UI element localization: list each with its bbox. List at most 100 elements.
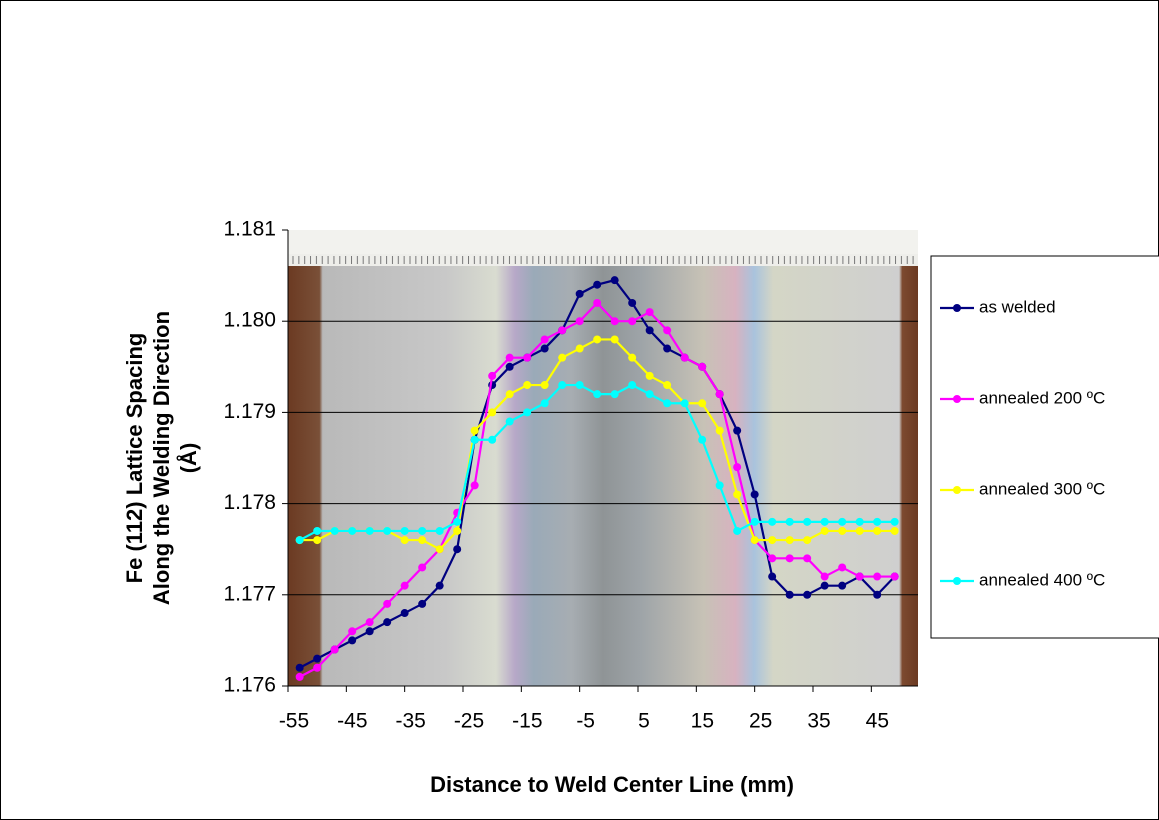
x-tick-label: 25 xyxy=(749,710,772,733)
data-point xyxy=(680,353,689,362)
data-point xyxy=(330,526,339,535)
data-point xyxy=(383,526,392,535)
data-point xyxy=(628,381,637,390)
data-point xyxy=(313,663,322,672)
data-point xyxy=(418,536,427,545)
data-point xyxy=(400,536,409,545)
data-point xyxy=(733,490,742,499)
data-point xyxy=(540,344,549,353)
data-point xyxy=(803,554,812,563)
data-point xyxy=(488,408,497,417)
data-point xyxy=(820,572,829,581)
data-point xyxy=(383,618,392,627)
data-point xyxy=(505,353,514,362)
data-point xyxy=(505,390,514,399)
data-point xyxy=(575,381,584,390)
data-point xyxy=(715,390,724,399)
data-point xyxy=(698,435,707,444)
data-point xyxy=(330,645,339,654)
data-point xyxy=(575,289,584,298)
grid xyxy=(288,320,918,596)
data-point xyxy=(855,526,864,535)
data-point xyxy=(540,335,549,344)
y-tick-label: 1.179 xyxy=(223,400,276,423)
y-tick-label: 1.177 xyxy=(223,582,276,605)
data-point xyxy=(470,426,479,435)
data-point xyxy=(698,362,707,371)
y-tick-label: 1.178 xyxy=(223,491,276,514)
data-point xyxy=(733,526,742,535)
data-point xyxy=(628,317,637,326)
data-point xyxy=(820,581,829,590)
data-point xyxy=(733,463,742,472)
data-point xyxy=(365,526,374,535)
data-point xyxy=(890,517,899,526)
data-point xyxy=(383,599,392,608)
data-point xyxy=(348,627,357,636)
data-point xyxy=(400,581,409,590)
data-point xyxy=(715,426,724,435)
y-axis-title: (Å) xyxy=(175,443,201,474)
data-point xyxy=(610,335,619,344)
y-axis-title: Along the Welding Direction xyxy=(149,311,174,605)
data-point xyxy=(750,536,759,545)
data-point xyxy=(523,408,532,417)
legend-label: annealed 200 ºC xyxy=(979,388,1105,407)
data-point xyxy=(768,517,777,526)
x-tick-label: -5 xyxy=(576,710,595,733)
x-axis-title: Distance to Weld Center Line (mm) xyxy=(430,772,794,797)
data-point xyxy=(768,536,777,545)
data-point xyxy=(418,599,427,608)
data-point xyxy=(785,536,794,545)
data-point xyxy=(645,390,654,399)
data-point xyxy=(295,536,304,545)
data-point xyxy=(785,554,794,563)
data-point xyxy=(610,317,619,326)
x-tick-label: -55 xyxy=(279,710,309,733)
data-point xyxy=(400,526,409,535)
data-point xyxy=(540,381,549,390)
data-point xyxy=(488,435,497,444)
data-point xyxy=(750,490,759,499)
data-point xyxy=(803,590,812,599)
data-point xyxy=(418,563,427,572)
y-axis-title: Fe (112) Lattice Spacing xyxy=(122,333,147,584)
data-point xyxy=(855,572,864,581)
data-point xyxy=(645,308,654,317)
x-tick-label: -45 xyxy=(337,710,367,733)
data-point xyxy=(348,526,357,535)
data-point xyxy=(873,526,882,535)
data-point xyxy=(453,526,462,535)
x-tick-label: 35 xyxy=(807,710,830,733)
legend-marker xyxy=(953,577,961,585)
data-point xyxy=(435,545,444,554)
x-tick-label: 15 xyxy=(691,710,714,733)
data-point xyxy=(803,517,812,526)
data-point xyxy=(663,399,672,408)
data-point xyxy=(663,381,672,390)
data-point xyxy=(313,536,322,545)
data-point xyxy=(820,517,829,526)
data-point xyxy=(313,526,322,535)
legend-marker xyxy=(953,486,961,494)
data-point xyxy=(785,590,794,599)
data-point xyxy=(750,517,759,526)
data-point xyxy=(505,362,514,371)
legend-marker xyxy=(953,395,961,403)
data-point xyxy=(838,517,847,526)
legend-marker xyxy=(953,304,961,312)
data-point xyxy=(838,581,847,590)
data-point xyxy=(593,298,602,307)
data-point xyxy=(715,481,724,490)
data-point xyxy=(558,326,567,335)
data-point xyxy=(558,381,567,390)
data-point xyxy=(610,390,619,399)
data-point xyxy=(558,353,567,362)
data-point xyxy=(645,371,654,380)
data-point xyxy=(523,381,532,390)
data-point xyxy=(348,636,357,645)
data-point xyxy=(418,526,427,535)
data-point xyxy=(523,353,532,362)
y-tick-label: 1.181 xyxy=(223,218,276,241)
data-point xyxy=(768,572,777,581)
